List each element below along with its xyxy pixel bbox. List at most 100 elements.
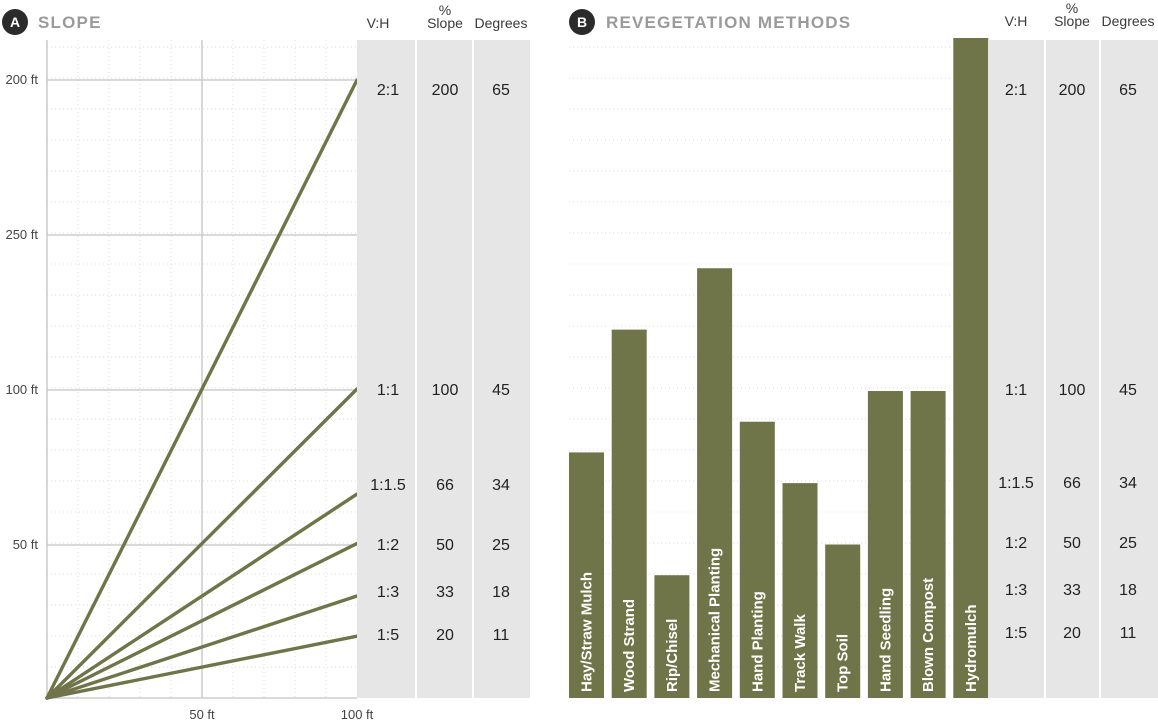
table-row: 1:1 100 45 xyxy=(1005,382,1137,399)
table-row: 1:3 33 18 xyxy=(377,584,510,601)
cell-degrees: 18 xyxy=(1119,582,1137,599)
cell-slope: 100 xyxy=(1059,382,1086,399)
reveg-table-rows: 2:1 200 651:1 100 451:1.5 66 341:2 50 251:3 33 181… xyxy=(998,82,1137,642)
cell-vh: 1:2 xyxy=(377,537,399,554)
panel-b-header: B REVEGETATION METHODS xyxy=(569,9,851,35)
table-row: 1:2 50 25 xyxy=(377,537,510,554)
cell-vh: 1:3 xyxy=(1005,582,1027,599)
cell-slope: 50 xyxy=(436,537,454,554)
cell-degrees: 25 xyxy=(1119,535,1137,552)
slope-table-header: V:H % Slope Degrees xyxy=(367,2,528,31)
slope-line-2-1 xyxy=(45,78,359,700)
slope-line-1-1 xyxy=(45,387,359,700)
table-row: 1:1.5 66 34 xyxy=(370,477,510,494)
cell-slope: 200 xyxy=(432,82,459,99)
slope-line-1-3 xyxy=(45,594,359,700)
bar xyxy=(611,329,647,698)
bar-group: Hand Seedling xyxy=(867,391,903,698)
panel-revegetation: B REVEGETATION METHODS Hay/Straw Mulch Wo… xyxy=(569,0,1158,698)
col-head-degrees: Degrees xyxy=(1102,13,1155,29)
panel-a-header: A SLOPE xyxy=(2,9,100,35)
bar-label: Track Walk xyxy=(792,614,809,692)
bar xyxy=(953,38,989,698)
cell-vh: 2:1 xyxy=(1005,82,1027,99)
cell-slope: 66 xyxy=(436,477,454,494)
table-row: 1:2 50 25 xyxy=(1005,535,1137,552)
bar-label: Wood Strand xyxy=(621,599,638,692)
bar-label: Blown Compost xyxy=(920,578,937,692)
cell-vh: 1:2 xyxy=(1005,535,1027,552)
slope-line-1-1-5 xyxy=(45,492,359,700)
bar xyxy=(654,575,690,698)
table-row: 2:1 200 65 xyxy=(1005,82,1137,99)
reveg-bars: Hay/Straw Mulch Wood Strand Rip/Chisel Mech… xyxy=(569,38,989,698)
bar-group: Track Walk xyxy=(782,483,818,698)
bar-group: Rip/Chisel xyxy=(654,575,690,698)
bar-label: Hay/Straw Mulch xyxy=(579,572,596,692)
bar xyxy=(782,483,818,698)
bar-label: Mechanical Planting xyxy=(707,548,724,692)
table-row: 1:1.5 66 34 xyxy=(998,475,1137,492)
slope-table: V:H % Slope Degrees 2:1 200 65 1:1 100 45 1:1.… xyxy=(357,2,530,698)
bar-group: Mechanical Planting xyxy=(697,268,733,698)
bar-label: Hydromulch xyxy=(963,604,980,692)
bar xyxy=(910,391,946,698)
cell-degrees: 11 xyxy=(493,627,510,644)
bar xyxy=(739,421,775,698)
cell-degrees: 65 xyxy=(1119,82,1137,99)
cell-degrees: 45 xyxy=(1119,382,1137,399)
cell-slope: 100 xyxy=(432,382,459,399)
cell-degrees: 34 xyxy=(492,477,510,494)
cell-slope: 66 xyxy=(1063,475,1081,492)
cell-slope: 50 xyxy=(1063,535,1081,552)
bar-group: Top Soil xyxy=(825,544,861,698)
bar xyxy=(697,268,733,698)
panel-b-badge-letter: B xyxy=(577,14,587,30)
slope-axis-labels: 200 ft 250 ft 100 ft 50 ft 50 ft 100 ft xyxy=(5,72,373,722)
y-tick-label: 50 ft xyxy=(13,537,39,552)
y-tick-label: 100 ft xyxy=(5,382,38,397)
cell-degrees: 45 xyxy=(492,382,510,399)
bar-label: Rip/Chisel xyxy=(664,619,681,692)
cell-vh: 1:1.5 xyxy=(370,477,406,494)
col-head-pct-sign: % xyxy=(439,2,451,18)
y-tick-label: 200 ft xyxy=(5,72,38,87)
slope-line-1-5 xyxy=(45,634,359,700)
panel-slope: A SLOPE 200 ft 250 ft 100 ft 50 ft 50 ft 100 … xyxy=(2,2,530,722)
col-head-slope: Slope xyxy=(427,15,463,31)
table-row: 1:5 20 11 xyxy=(1005,625,1137,642)
col-head-vh: V:H xyxy=(1005,13,1028,29)
bar-group: Hand Planting xyxy=(739,421,775,698)
cell-slope: 33 xyxy=(436,584,454,601)
bar-group: Hydromulch xyxy=(953,38,989,698)
bar-group: Hay/Straw Mulch xyxy=(569,452,604,698)
cell-degrees: 34 xyxy=(1119,475,1137,492)
cell-vh: 1:1 xyxy=(377,382,399,399)
reveg-table-header: V:H % Slope Degrees xyxy=(1005,0,1155,29)
panel-b-badge xyxy=(569,9,595,35)
cell-vh: 1:1 xyxy=(1005,382,1027,399)
bar xyxy=(825,544,861,698)
cell-degrees: 25 xyxy=(492,537,510,554)
y-tick-label: 250 ft xyxy=(5,227,38,242)
cell-slope: 20 xyxy=(436,627,454,644)
col-head-pct-sign: % xyxy=(1066,0,1078,16)
panel-b-title: REVEGETATION METHODS xyxy=(606,13,851,32)
bar-group: Wood Strand xyxy=(611,329,647,698)
col-head-vh: V:H xyxy=(367,15,390,31)
cell-slope: 20 xyxy=(1063,625,1081,642)
cell-degrees: 18 xyxy=(492,584,510,601)
bar xyxy=(867,391,903,698)
slope-table-rows: 2:1 200 651:1 100 451:1.5 66 341:2 50 251:3 33 181… xyxy=(370,82,510,644)
cell-slope: 33 xyxy=(1063,582,1081,599)
x-tick-label: 50 ft xyxy=(189,707,215,722)
bar-label: Hand Planting xyxy=(749,591,766,692)
col-head-degrees: Degrees xyxy=(475,15,528,31)
cell-slope: 200 xyxy=(1059,82,1086,99)
slope-table-bg xyxy=(357,40,530,698)
reveg-table: V:H % Slope Degrees 2:1 200 65 1:1 100 45 1:1.… xyxy=(988,0,1158,698)
panel-a-badge xyxy=(2,9,28,35)
cell-vh: 1:3 xyxy=(377,584,399,601)
slope-lines xyxy=(45,78,359,700)
